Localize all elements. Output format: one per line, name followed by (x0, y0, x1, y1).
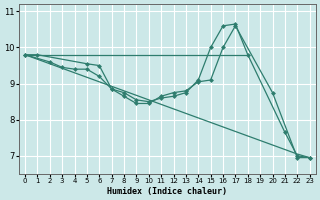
X-axis label: Humidex (Indice chaleur): Humidex (Indice chaleur) (107, 187, 227, 196)
